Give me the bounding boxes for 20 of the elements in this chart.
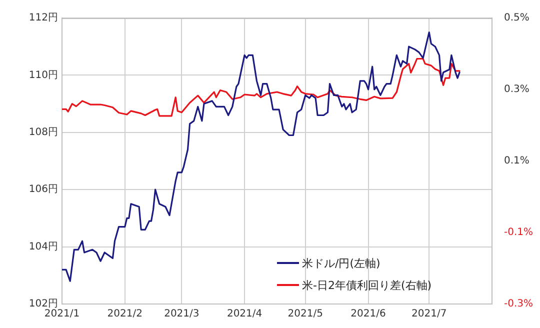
legend-label: 米ドル/円(左軸) [302,256,380,270]
x-tick-label: 2021/5 [288,308,323,320]
y-tick-label: 104円 [28,241,58,252]
x-tick-label: 2021/7 [412,308,447,320]
y-tick-label: 102円 [28,298,58,310]
y-tick-label: 110円 [28,70,58,81]
y2-tick-label: 0.1% [504,156,530,167]
x-tick-label: 2021/3 [164,308,200,320]
y2-tick-label: 0.3% [504,84,530,96]
legend-label: 米-日2年債利回り差(右軸) [302,278,432,292]
y2-tick-label: -0.3% [504,298,534,310]
y-tick-label: 108円 [28,126,58,138]
x-tick-label: 2021/4 [226,308,262,320]
y2-tick-label: 0.5% [504,12,530,24]
y-tick-label: 112円 [28,12,58,24]
y-tick-label: 106円 [28,184,58,196]
x-tick-label: 2021/6 [350,308,386,320]
x-tick-label: 2021/2 [107,308,142,320]
y2-tick-label: -0.1% [504,227,534,238]
x-tick-label: 2021/1 [44,308,80,320]
